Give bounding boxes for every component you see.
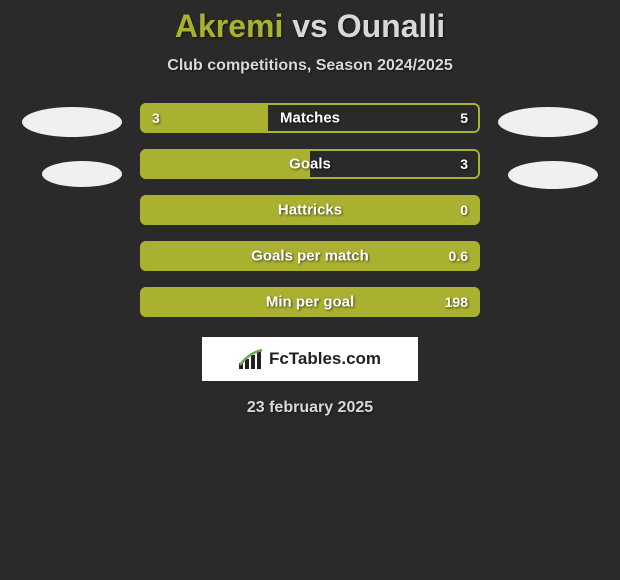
stat-bar-left-fill bbox=[140, 149, 310, 179]
subtitle: Club competitions, Season 2024/2025 bbox=[0, 57, 620, 75]
stat-bar-row: Hattricks 0 bbox=[140, 195, 480, 225]
stats-section: Matches 3 5 Goals 3 Hattricks 0 Goals per match… bbox=[0, 103, 620, 317]
avatar-placeholder bbox=[498, 107, 598, 137]
avatar-placeholder bbox=[22, 107, 122, 137]
logo-text: FcTables.com bbox=[269, 349, 381, 369]
stat-bar-row: Goals per match 0.6 bbox=[140, 241, 480, 271]
title-player1: Akremi bbox=[175, 8, 284, 44]
stat-bar-row: Matches 3 5 bbox=[140, 103, 480, 133]
comparison-infographic: Akremi vs Ounalli Club competitions, Sea… bbox=[0, 0, 620, 417]
stat-bar-row: Min per goal 198 bbox=[140, 287, 480, 317]
title-vs: vs bbox=[283, 8, 336, 44]
logo-chart-icon bbox=[239, 349, 263, 369]
site-logo[interactable]: FcTables.com bbox=[202, 337, 418, 381]
stat-bar-row: Goals 3 bbox=[140, 149, 480, 179]
stat-bar-right-value: 3 bbox=[460, 156, 468, 172]
right-avatar-column bbox=[498, 103, 598, 189]
stat-bar-right-value: 5 bbox=[460, 110, 468, 126]
avatar-placeholder bbox=[508, 161, 598, 189]
stat-bar-right-value: 198 bbox=[445, 294, 468, 310]
title-player2: Ounalli bbox=[337, 8, 445, 44]
stat-bar-label: Hattricks bbox=[278, 202, 342, 219]
stat-bar-label: Matches bbox=[280, 110, 340, 127]
stat-bar-label: Goals bbox=[289, 156, 331, 173]
avatar-placeholder bbox=[42, 161, 122, 187]
left-avatar-column bbox=[22, 103, 122, 187]
stat-bar-left-value: 3 bbox=[152, 110, 160, 126]
page-title: Akremi vs Ounalli bbox=[0, 8, 620, 45]
stat-bar-right-value: 0.6 bbox=[449, 248, 468, 264]
stat-bar-right-value: 0 bbox=[460, 202, 468, 218]
stat-bar-label: Goals per match bbox=[251, 248, 369, 265]
stat-bars: Matches 3 5 Goals 3 Hattricks 0 Goals per match… bbox=[140, 103, 480, 317]
stat-bar-label: Min per goal bbox=[266, 294, 354, 311]
snapshot-date: 23 february 2025 bbox=[0, 399, 620, 417]
